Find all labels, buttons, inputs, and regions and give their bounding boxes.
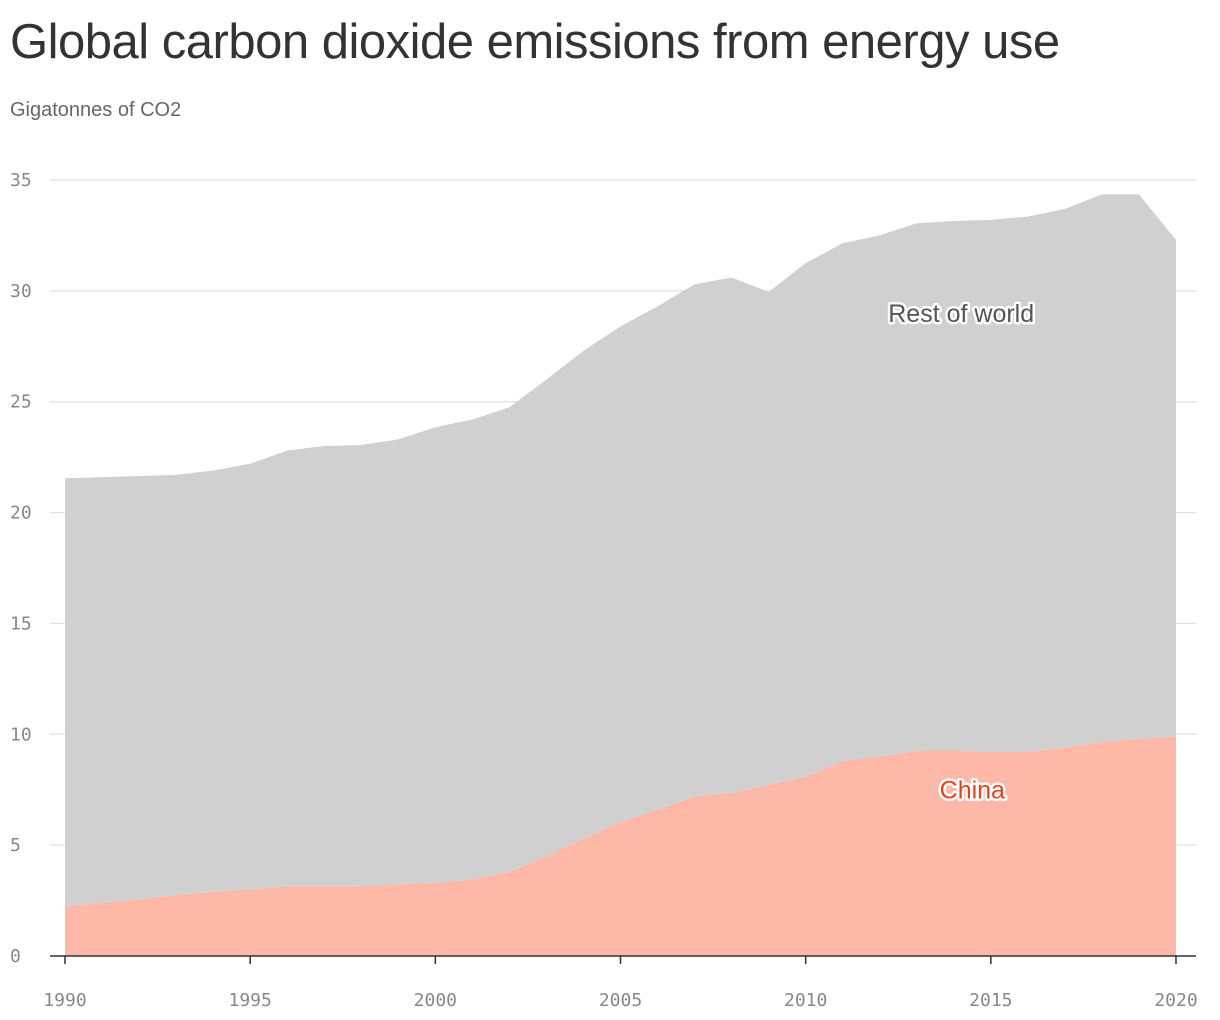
rest-of-world-area <box>65 194 1176 907</box>
x-tick-label: 1990 <box>43 990 86 1011</box>
y-tick-label: 35 <box>10 170 32 191</box>
y-tick-label: 10 <box>10 724 32 745</box>
x-tick-label: 1995 <box>228 990 271 1011</box>
y-axis-ticks: 0 5 10 15 20 25 30 35 <box>10 170 32 967</box>
y-tick-label: 5 <box>10 835 21 856</box>
y-tick-label: 25 <box>10 392 32 413</box>
x-tick-label: 2005 <box>599 990 642 1011</box>
y-tick-label: 20 <box>10 503 32 524</box>
x-tick-label: 2010 <box>784 990 827 1011</box>
x-tick-label: 2020 <box>1154 990 1197 1011</box>
china-area <box>65 736 1176 956</box>
x-tick-label: 2015 <box>969 990 1012 1011</box>
chart-title: Global carbon dioxide emissions from ene… <box>10 15 1060 69</box>
x-axis-ticks: 1990 1995 2000 2005 2010 2015 2020 <box>43 956 1198 1011</box>
china-label: China <box>940 777 1005 805</box>
y-tick-label: 30 <box>10 281 32 302</box>
y-tick-label: 15 <box>10 613 32 634</box>
chart-subtitle: Gigatonnes of CO2 <box>10 99 182 121</box>
x-tick-label: 2000 <box>414 990 457 1011</box>
rest-of-world-label: Rest of world <box>888 300 1034 328</box>
y-tick-label: 0 <box>10 946 21 967</box>
